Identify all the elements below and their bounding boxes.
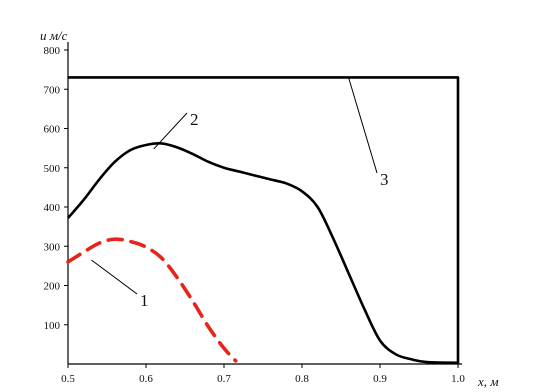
- y-tick-label: 300: [44, 241, 61, 253]
- series-1-label: 1: [140, 291, 149, 310]
- series-layer: 1 2 3: [66, 76, 460, 365]
- x-tick-label: 0.7: [217, 373, 231, 385]
- series-3-leader: [348, 78, 378, 174]
- y-tick-label: 100: [44, 320, 61, 332]
- y-tick-label: 600: [44, 124, 61, 136]
- axes: 100 200 300 400 500 600 700 800 0.5 0.6 0.7 0.8 0.9 1…: [44, 42, 465, 385]
- series-2-line: [67, 142, 459, 365]
- series-2-label: 2: [190, 110, 199, 129]
- x-tick-label: 1.0: [451, 373, 465, 385]
- y-axis-label: u м/с: [40, 28, 68, 43]
- series-3-line: [68, 76, 460, 364]
- y-tick-label: 500: [44, 163, 61, 175]
- series-3-label: 3: [380, 170, 389, 189]
- x-tick-label: 0.9: [373, 373, 387, 385]
- y-tick-label: 700: [44, 84, 61, 96]
- series-2-leader: [153, 112, 188, 150]
- y-tick-label: 800: [44, 45, 61, 57]
- x-axis-label: x, м: [477, 374, 499, 389]
- y-tick-label: 200: [44, 281, 61, 293]
- x-tick-label: 0.5: [61, 373, 75, 385]
- y-tick-label: 400: [44, 202, 61, 214]
- series-1-leader: [91, 259, 138, 295]
- series-1-line: [66, 237, 238, 363]
- x-tick-label: 0.6: [139, 373, 153, 385]
- x-tick-label: 0.8: [295, 373, 309, 385]
